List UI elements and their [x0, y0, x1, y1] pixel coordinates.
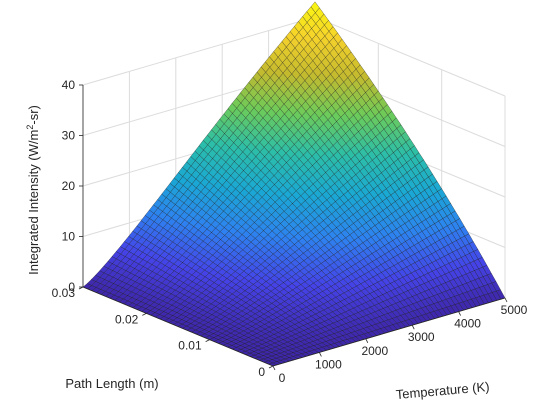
z-axis-label: Integrated Intensity (W/m2-sr): [25, 105, 41, 275]
x-tick-label: 1000: [315, 357, 342, 371]
x-tick-mark: [458, 311, 461, 316]
x-tick-label: 0: [279, 371, 286, 385]
x-axis-label: Temperature (K): [395, 379, 490, 402]
x-tick-mark: [365, 338, 369, 343]
z-tick-label: 10: [62, 230, 76, 244]
z-tick-label: 0: [68, 280, 75, 294]
z-axis-label-superscript: 2: [25, 125, 35, 130]
surface-mesh: [82, 1, 506, 367]
x-tick-mark: [504, 297, 508, 303]
z-tick-label: 30: [62, 129, 76, 143]
x-tick-label: 5000: [501, 303, 528, 317]
x-tick-mark: [272, 365, 276, 371]
z-tick-label: 20: [62, 179, 76, 193]
y-tick-label: 0.02: [115, 312, 139, 326]
y-axis-line: [82, 286, 274, 367]
x-tick-label: 3000: [408, 330, 435, 344]
x-tick-mark: [411, 325, 415, 330]
y-tick-label: 0.03: [52, 286, 76, 300]
z-axis-label-main: Integrated Intensity (W/m: [26, 130, 41, 275]
y-tick-mark: [142, 312, 147, 316]
y-tick-mark: [268, 365, 274, 369]
y-axis-label: Path Length (m): [65, 376, 158, 391]
x-tick-label: 2000: [361, 344, 388, 358]
y-tick-label: 0.01: [178, 339, 202, 353]
z-tick-label: 40: [62, 78, 76, 92]
x-tick-mark: [319, 352, 322, 357]
y-tick-mark: [205, 339, 210, 343]
y-tick-label: 0: [258, 365, 265, 379]
tick-labels: 01000200030004000500000.010.020.03010203…: [52, 78, 528, 385]
x-axis-line: [272, 297, 506, 367]
x-tick-label: 4000: [454, 317, 481, 331]
z-axis-label-tail: -sr): [26, 105, 41, 125]
